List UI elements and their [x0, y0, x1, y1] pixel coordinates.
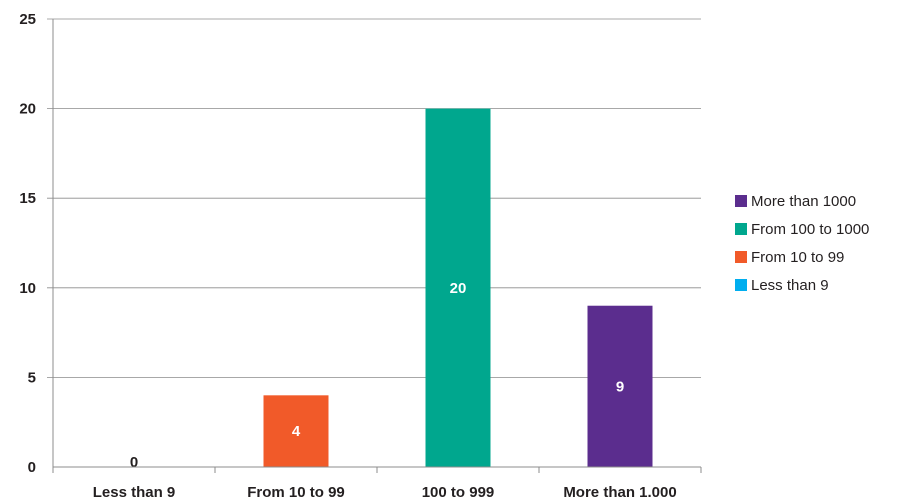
y-tick-label: 0	[28, 459, 36, 476]
legend-swatch	[735, 223, 747, 235]
bar	[425, 108, 491, 467]
data-label: 20	[450, 280, 467, 297]
x-category-label: Less than 9	[93, 484, 176, 501]
x-axis: Less than 9 From 10 to 99 100 to 999 More t…	[52, 466, 702, 501]
bar	[587, 305, 653, 467]
x-category-label: 100 to 999	[422, 484, 495, 501]
y-tick-label: 15	[19, 190, 36, 207]
y-axis: 0 5 10 15 20 25	[19, 11, 54, 476]
y-tick-label: 5	[28, 369, 36, 386]
legend-label: From 100 to 1000	[751, 221, 869, 238]
bar	[263, 395, 329, 467]
y-tick-label: 25	[19, 11, 36, 28]
legend-label: More than 1000	[751, 193, 856, 210]
legend-label: Less than 9	[751, 277, 829, 294]
data-label: 0	[130, 454, 138, 471]
y-tick-label: 10	[19, 280, 36, 297]
data-label: 9	[616, 378, 624, 395]
legend: More than 1000 From 100 to 1000 From 10 to…	[735, 193, 869, 294]
legend-swatch	[735, 279, 747, 291]
data-label: 4	[292, 423, 301, 440]
legend-swatch	[735, 195, 747, 207]
y-tick-label: 20	[19, 101, 36, 118]
x-category-label: From 10 to 99	[247, 484, 345, 501]
x-category-label: More than 1.000	[563, 484, 676, 501]
legend-swatch	[735, 251, 747, 263]
bars: 0 4 20 9	[130, 108, 653, 471]
legend-label: From 10 to 99	[751, 249, 844, 266]
